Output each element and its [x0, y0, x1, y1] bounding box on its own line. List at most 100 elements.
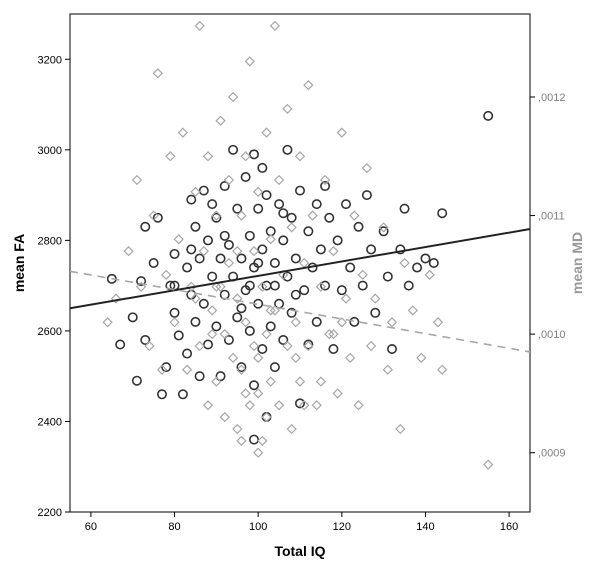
fa-point — [244, 325, 255, 336]
md-point — [407, 305, 419, 316]
fa-point — [311, 199, 322, 210]
fa-point — [207, 199, 218, 210]
fa-point — [437, 208, 448, 219]
md-point — [219, 328, 230, 340]
md-point — [211, 376, 222, 387]
fa-point — [249, 149, 260, 160]
md-point — [290, 352, 301, 364]
md-point — [437, 364, 448, 375]
x-tick-label: 100 — [249, 521, 267, 533]
md-point — [194, 20, 205, 32]
md-point — [261, 411, 272, 423]
md-point — [207, 328, 218, 340]
md-point — [307, 210, 318, 221]
md-point — [123, 245, 134, 257]
md-point — [265, 376, 276, 387]
fa-point — [353, 221, 364, 232]
md-point — [248, 245, 260, 257]
y-right-tick-label: ,0009 — [538, 448, 566, 460]
fa-point — [261, 190, 272, 201]
fa-point — [219, 230, 230, 241]
md-point — [294, 376, 306, 387]
fa-point — [244, 280, 255, 291]
md-point — [253, 447, 264, 458]
fa-point — [236, 303, 247, 314]
fa-point — [315, 244, 326, 255]
fa-point — [278, 334, 289, 345]
md-point — [345, 352, 356, 364]
md-point — [240, 317, 251, 328]
md-point — [207, 305, 218, 316]
fa-point — [203, 339, 214, 350]
md-point — [273, 400, 285, 411]
md-point — [261, 127, 272, 138]
y-axis-label-right: mean MD — [569, 232, 585, 294]
x-tick-label: 60 — [85, 521, 97, 533]
fa-point — [399, 203, 410, 214]
fa-point — [140, 221, 151, 232]
md-point — [282, 340, 293, 352]
ticks-layer: 60 80 100 120 140 160 2200 2400 2600 2800 3000 3200… — [38, 54, 566, 533]
md-point — [399, 257, 410, 269]
x-tick-label: 120 — [333, 521, 351, 533]
md-point — [336, 317, 347, 328]
md-point — [328, 245, 339, 257]
fa-point — [386, 344, 397, 355]
md-point — [223, 174, 235, 186]
md-point — [324, 328, 335, 340]
fa-point — [340, 199, 351, 210]
fa-point — [223, 239, 234, 250]
y-right-tick-label: ,0010 — [538, 329, 566, 341]
fa-point — [382, 271, 393, 282]
md-point — [286, 222, 297, 233]
fa-point — [278, 208, 289, 219]
fa-point — [219, 181, 230, 192]
md-point — [223, 257, 235, 269]
fa-point — [378, 226, 389, 237]
fa-point — [294, 398, 305, 409]
y-left-tick-label: 2200 — [38, 507, 62, 519]
md-point — [361, 162, 373, 174]
md-point — [299, 400, 310, 411]
md-point — [135, 281, 147, 292]
fa-point — [361, 190, 372, 201]
md-point — [236, 435, 247, 447]
fa-point — [265, 321, 276, 332]
md-point — [232, 423, 243, 435]
fa-point — [274, 199, 285, 210]
fa-point — [278, 235, 289, 246]
x-tick-label: 160 — [500, 521, 518, 533]
md-point — [315, 281, 327, 292]
fa-point — [148, 257, 159, 268]
fa-point — [249, 434, 260, 445]
fit-lines-layer — [69, 228, 531, 353]
x-axis-label: Total IQ — [274, 543, 325, 559]
fa-point — [257, 162, 268, 173]
fa-point — [269, 362, 280, 373]
md-point — [165, 151, 176, 162]
md-point — [244, 56, 255, 67]
fa-point — [182, 348, 193, 359]
md-point — [248, 340, 260, 352]
y-right-tick-label: ,0011 — [538, 211, 565, 223]
fa-point — [182, 262, 193, 273]
md-point — [382, 364, 393, 375]
md-point — [198, 245, 209, 257]
fa-point — [249, 380, 260, 391]
md-point — [240, 151, 251, 162]
fa-point — [177, 389, 188, 400]
fa-point — [161, 362, 172, 373]
md-point — [156, 364, 168, 375]
fa-point — [194, 371, 205, 382]
fa-point — [294, 185, 305, 196]
fa-point — [257, 244, 268, 255]
md-point — [211, 210, 222, 221]
fa-point — [190, 316, 201, 327]
md-point — [181, 364, 193, 375]
md-point — [303, 340, 314, 352]
md-point — [211, 281, 222, 292]
y-left-tick-label: 2800 — [38, 235, 62, 247]
fa-point — [140, 334, 151, 345]
fa-point — [320, 181, 331, 192]
